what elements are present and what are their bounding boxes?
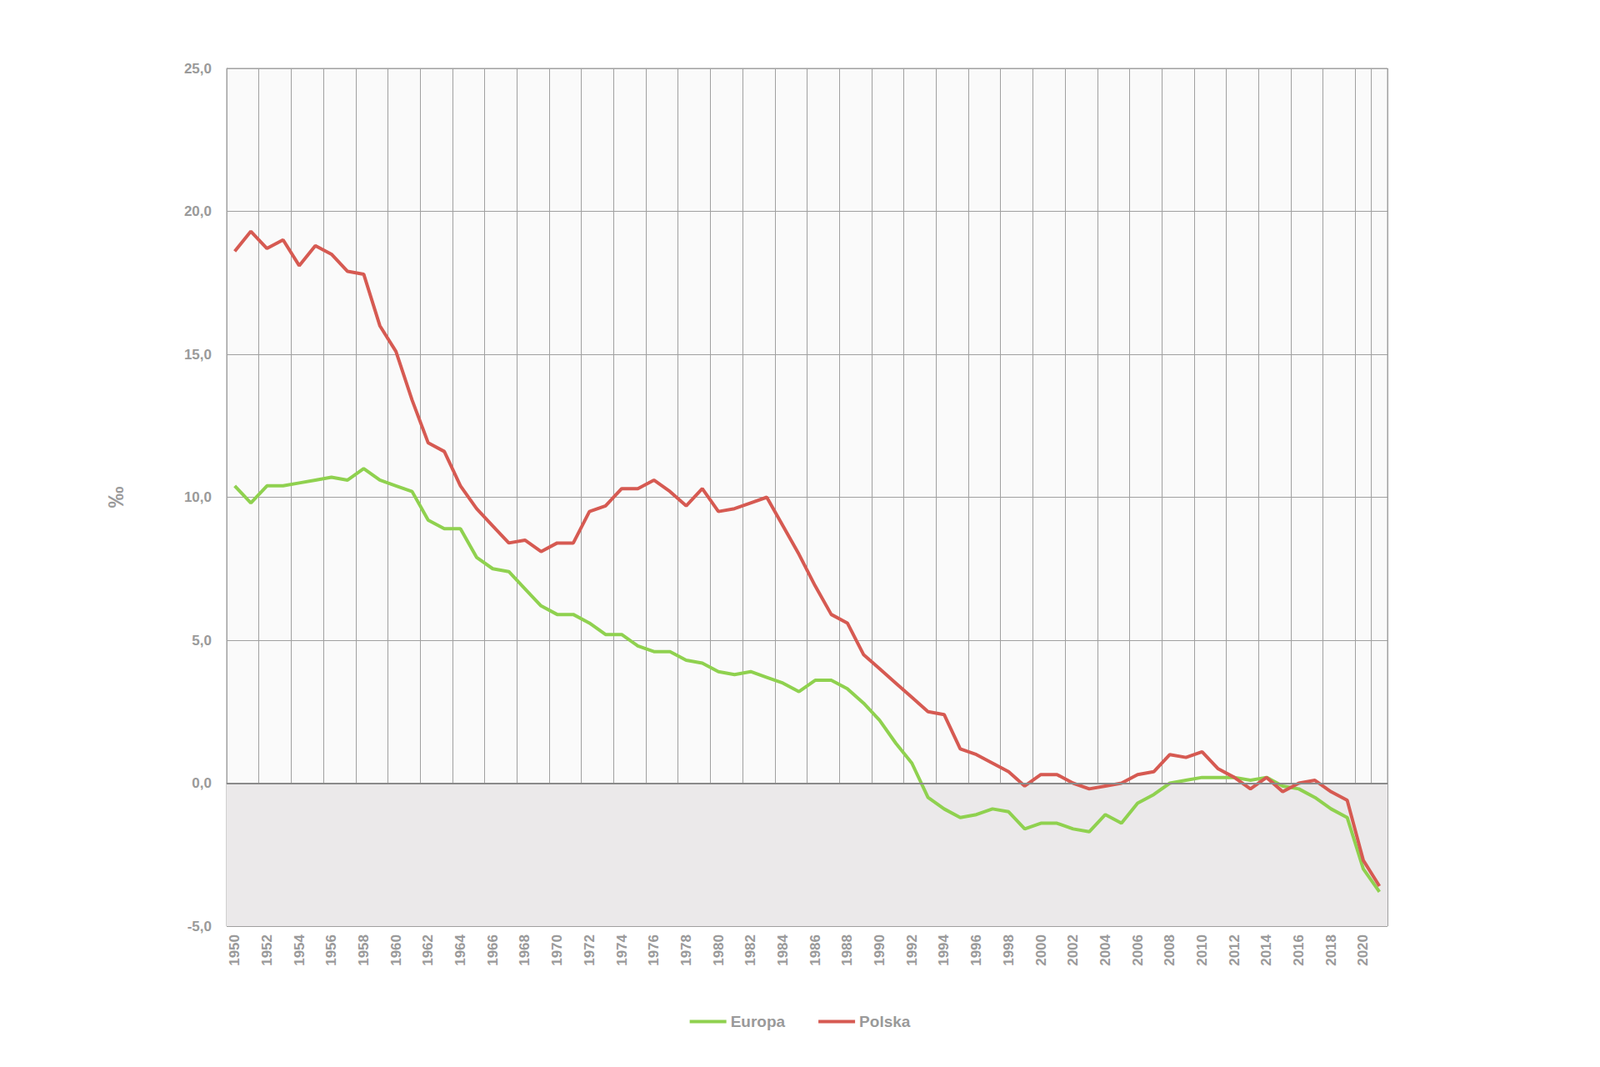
- svg-text:1994: 1994: [935, 933, 952, 965]
- svg-text:1970: 1970: [549, 934, 565, 966]
- svg-text:1956: 1956: [323, 934, 340, 966]
- svg-text:1960: 1960: [388, 934, 405, 966]
- svg-text:Europa: Europa: [730, 1012, 786, 1030]
- svg-text:1974: 1974: [614, 933, 630, 965]
- svg-text:15,0: 15,0: [184, 346, 212, 363]
- svg-text:2010: 2010: [1194, 934, 1210, 966]
- svg-text:5,0: 5,0: [191, 632, 212, 649]
- svg-text:1978: 1978: [678, 934, 695, 966]
- svg-text:2000: 2000: [1033, 934, 1050, 966]
- svg-text:2004: 2004: [1097, 933, 1114, 965]
- svg-text:1964: 1964: [452, 933, 469, 965]
- svg-text:1968: 1968: [516, 934, 533, 966]
- svg-text:2014: 2014: [1258, 933, 1275, 965]
- svg-text:10,0: 10,0: [184, 489, 212, 505]
- svg-text:2018: 2018: [1323, 934, 1340, 966]
- svg-text:1980: 1980: [710, 934, 727, 966]
- svg-text:2012: 2012: [1226, 934, 1243, 966]
- svg-text:2020: 2020: [1355, 934, 1371, 966]
- svg-text:1988: 1988: [839, 934, 855, 966]
- svg-text:1958: 1958: [355, 934, 372, 966]
- svg-text:20,0: 20,0: [184, 203, 212, 220]
- svg-text:1996: 1996: [968, 934, 985, 966]
- svg-text:2006: 2006: [1130, 934, 1146, 966]
- svg-text:1972: 1972: [581, 934, 598, 966]
- svg-text:1984: 1984: [775, 933, 791, 965]
- svg-text:2008: 2008: [1161, 934, 1178, 966]
- svg-text:2016: 2016: [1290, 934, 1307, 966]
- svg-text:-5,0: -5,0: [187, 918, 212, 935]
- svg-text:1954: 1954: [291, 933, 308, 965]
- svg-text:‰: ‰: [103, 486, 129, 509]
- svg-text:1998: 1998: [1000, 934, 1017, 966]
- svg-text:0,0: 0,0: [191, 775, 212, 791]
- svg-text:Polska: Polska: [859, 1012, 911, 1030]
- svg-text:1990: 1990: [871, 934, 888, 966]
- svg-text:1976: 1976: [645, 934, 662, 966]
- svg-text:1986: 1986: [807, 934, 824, 966]
- svg-text:2002: 2002: [1065, 934, 1081, 966]
- svg-text:1992: 1992: [904, 934, 920, 966]
- svg-text:1952: 1952: [259, 934, 275, 966]
- svg-text:25,0: 25,0: [184, 60, 212, 77]
- svg-text:1982: 1982: [742, 934, 759, 966]
- svg-text:1966: 1966: [485, 934, 501, 966]
- svg-text:1962: 1962: [420, 934, 436, 966]
- svg-text:1950: 1950: [226, 934, 243, 966]
